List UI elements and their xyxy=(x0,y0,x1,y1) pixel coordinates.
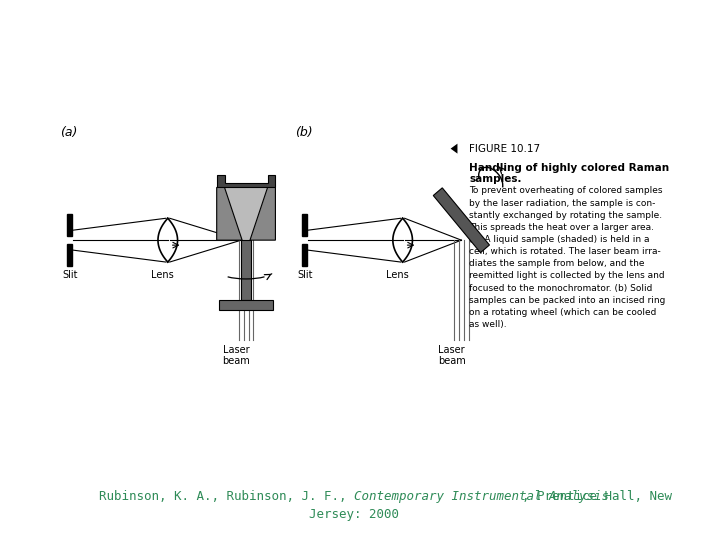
Text: Laser
beam: Laser beam xyxy=(222,345,250,366)
Bar xyxy=(241,240,251,300)
Text: Contemporary Instrumental Analysis: Contemporary Instrumental Analysis xyxy=(354,490,608,503)
Text: (a): (a) xyxy=(60,126,78,139)
Polygon shape xyxy=(217,187,242,240)
Text: Slit: Slit xyxy=(62,270,78,280)
Text: Slit: Slit xyxy=(297,270,312,280)
Text: To prevent overheating of colored samples
by the laser radiation, the sample is : To prevent overheating of colored sample… xyxy=(469,186,665,329)
Polygon shape xyxy=(451,144,457,153)
Text: Rubinson, K. A., Rubinson, J. F.,: Rubinson, K. A., Rubinson, J. F., xyxy=(99,490,354,503)
Text: Laser
beam: Laser beam xyxy=(438,345,465,366)
Text: , Prentice Hall, New: , Prentice Hall, New xyxy=(522,490,672,503)
Text: samples.: samples. xyxy=(469,174,522,185)
Text: Lens: Lens xyxy=(151,270,174,280)
Bar xyxy=(68,214,72,236)
Text: Handling of highly colored Raman: Handling of highly colored Raman xyxy=(469,163,670,173)
Bar xyxy=(302,244,307,266)
Polygon shape xyxy=(433,188,490,253)
Bar xyxy=(219,300,273,310)
Polygon shape xyxy=(217,176,276,187)
Text: Jersey: 2000: Jersey: 2000 xyxy=(309,508,399,521)
Text: Lens: Lens xyxy=(387,270,409,280)
Bar xyxy=(302,214,307,236)
Polygon shape xyxy=(250,187,276,240)
Polygon shape xyxy=(225,187,268,240)
Text: FIGURE 10.17: FIGURE 10.17 xyxy=(469,144,540,153)
Text: (b): (b) xyxy=(295,126,312,139)
Bar xyxy=(68,244,72,266)
